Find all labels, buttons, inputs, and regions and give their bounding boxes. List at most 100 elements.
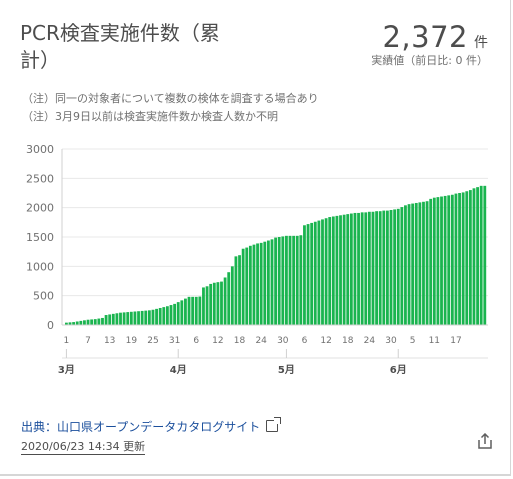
x-tick-label: 6: [302, 336, 308, 346]
bar: [184, 298, 187, 325]
bar: [357, 212, 360, 325]
y-tick-label: 1000: [26, 260, 54, 273]
bar: [165, 306, 169, 325]
bar: [479, 185, 483, 325]
bar: [86, 319, 90, 325]
note-line: （注）3月9日以前は検査実施件数か検査人数か不明: [22, 110, 278, 123]
x-tick-label: 30: [277, 336, 289, 346]
bar: [324, 218, 328, 325]
bar: [194, 296, 198, 325]
bar: [472, 188, 476, 325]
bar: [346, 214, 350, 325]
bar: [256, 243, 259, 325]
bar: [230, 266, 234, 325]
bar: [371, 211, 375, 325]
bar: [349, 213, 353, 325]
source-link-label[interactable]: 出典：山口県オープンデータカタログサイト: [21, 420, 261, 434]
bar: [422, 201, 425, 325]
total-unit: 件: [474, 35, 488, 51]
bar: [93, 319, 97, 325]
bar: [443, 195, 447, 325]
x-tick-label: 11: [429, 336, 440, 346]
bar: [367, 211, 371, 325]
bar: [209, 283, 213, 325]
bar: [476, 187, 479, 325]
bar: [396, 208, 400, 325]
x-tick-label: 24: [255, 336, 267, 346]
bar: [216, 282, 220, 325]
bar: [407, 204, 411, 325]
bar: [147, 310, 151, 325]
x-tick-label: 5: [410, 336, 416, 346]
bar: [252, 244, 256, 325]
bar: [111, 313, 115, 325]
bar: [119, 312, 122, 325]
source-link[interactable]: 出典：山口県オープンデータカタログサイト: [21, 417, 282, 435]
bar: [461, 192, 465, 325]
bar: [364, 212, 368, 325]
bar: [418, 202, 422, 325]
y-tick-label: 0: [47, 319, 54, 332]
total-sub: 実績値（前日比: 0 件）: [371, 54, 488, 67]
bar: [270, 239, 274, 325]
bar: [259, 242, 263, 325]
bar: [223, 277, 227, 325]
bar: [187, 296, 191, 325]
x-tick-label: 18: [234, 336, 246, 346]
bar: [234, 256, 238, 325]
bar: [248, 245, 252, 325]
bar: [202, 287, 205, 325]
share-icon[interactable]: [478, 433, 492, 449]
bar: [386, 210, 389, 325]
chart-title: PCR検査実施件数（累計）: [20, 21, 220, 72]
month-label: 3月: [58, 364, 75, 376]
bar: [83, 320, 86, 325]
bar: [429, 198, 433, 325]
bar: [241, 248, 245, 325]
bar: [335, 215, 339, 325]
bar: [382, 210, 386, 325]
bar: [306, 224, 310, 325]
bar: [331, 216, 335, 325]
bar: [137, 311, 140, 325]
bar: [126, 312, 130, 325]
bar: [180, 300, 184, 325]
bar: [151, 309, 155, 325]
bar: [454, 193, 458, 325]
bar: [328, 217, 332, 325]
bar: [155, 308, 158, 325]
bar: [176, 302, 180, 325]
bar: [220, 281, 223, 325]
bar: [140, 310, 144, 325]
bar: [436, 197, 440, 325]
bar: [404, 205, 407, 325]
bar: [72, 322, 76, 325]
bar: [227, 272, 231, 325]
x-tick-label: 13: [104, 336, 115, 346]
bar: [375, 211, 378, 325]
bar: [173, 303, 177, 325]
bar: [465, 191, 469, 325]
x-tick-label: 31: [169, 336, 180, 346]
external-link-icon: [266, 417, 282, 432]
bar: [313, 221, 317, 325]
bar: [458, 193, 461, 325]
bar: [104, 315, 108, 325]
bar: [440, 196, 443, 325]
x-tick-label: 6: [193, 336, 199, 346]
y-tick-label: 1500: [26, 231, 54, 244]
total-summary: 2,372 件 実績値（前日比: 0 件）: [371, 20, 488, 68]
bar: [468, 190, 472, 325]
bar: [144, 310, 148, 325]
bar: [400, 207, 404, 325]
updated-timestamp: 2020/06/23 14:34 更新: [21, 440, 146, 455]
x-tick-label: 1: [64, 336, 70, 346]
bar: [303, 225, 306, 325]
bar: [245, 247, 249, 325]
bar: [281, 236, 285, 325]
bar: [288, 235, 292, 325]
bar: [295, 235, 299, 325]
y-tick-label: 3000: [26, 143, 54, 156]
bar: [65, 322, 68, 325]
